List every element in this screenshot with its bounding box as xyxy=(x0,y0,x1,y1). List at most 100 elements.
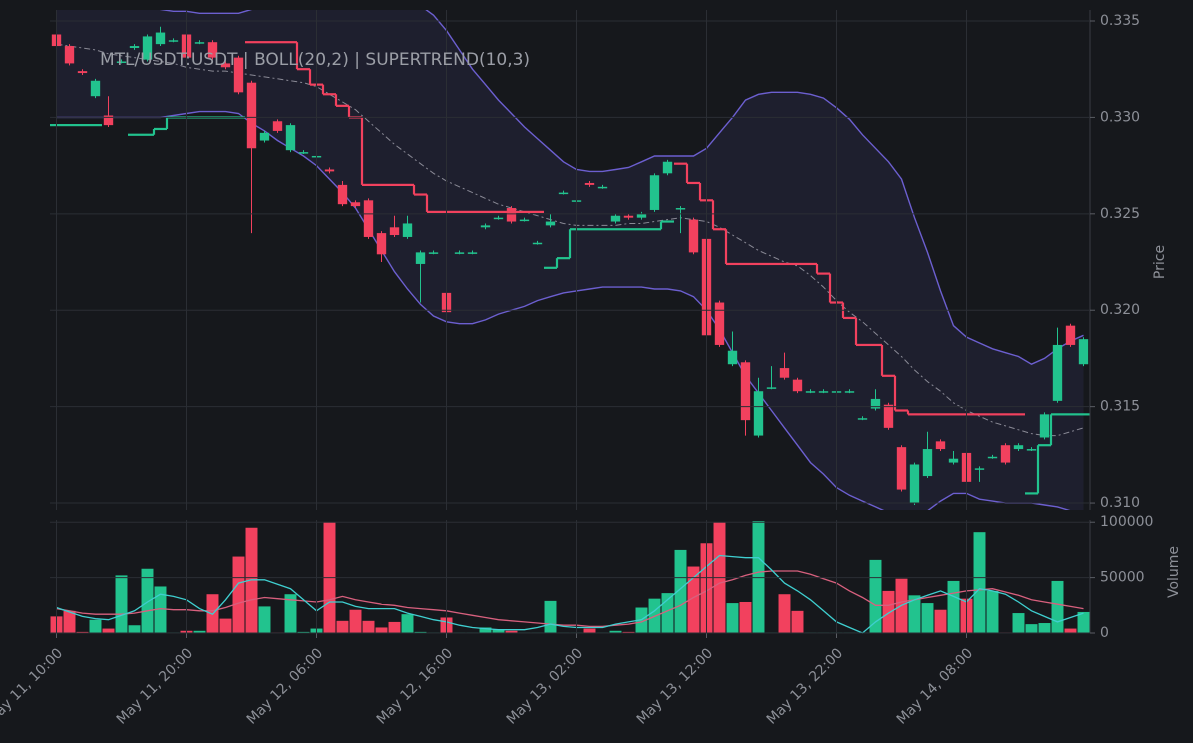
price-panel xyxy=(50,10,1090,510)
volume-bar xyxy=(1051,580,1064,633)
bb-fill xyxy=(56,10,1084,510)
candle-body xyxy=(129,46,140,48)
volume-bar xyxy=(102,628,115,633)
volume-bar xyxy=(362,620,375,633)
volume-bar xyxy=(947,580,960,633)
candle-body xyxy=(766,387,777,389)
candle-body xyxy=(532,242,543,245)
candle-body xyxy=(740,362,751,421)
volume-bar xyxy=(1077,611,1090,633)
candle-body xyxy=(896,447,907,490)
candle-body xyxy=(870,398,881,409)
candle-body xyxy=(974,468,985,470)
candle-body xyxy=(558,192,569,195)
candle-body xyxy=(376,233,387,255)
volume-bar xyxy=(89,619,102,633)
candle-body xyxy=(948,458,959,463)
candle-body xyxy=(792,379,803,392)
volume-bar xyxy=(115,575,128,633)
candle-body xyxy=(64,46,75,64)
candle-body xyxy=(1065,325,1076,345)
y-tick-label: 0.310 xyxy=(1100,495,1140,511)
candle-body xyxy=(779,368,790,378)
volume-bar xyxy=(1064,628,1077,633)
candle-body xyxy=(844,391,855,393)
chart-title: MTL/USDT:USDT | BOLL(20,2) | SUPERTREND(… xyxy=(100,50,530,70)
volume-bar xyxy=(375,627,388,633)
candle-body xyxy=(805,391,816,393)
candle-body xyxy=(168,40,179,42)
x-tick-label: May 12, 06:00 xyxy=(244,645,326,727)
candle-body xyxy=(350,202,361,207)
candle-body xyxy=(324,169,335,172)
plot-layer: May 11, 10:00 May 11, 20:00 May 12, 06:00 M… xyxy=(0,10,1153,728)
candle-body xyxy=(1026,449,1037,451)
volume-bar xyxy=(63,610,76,633)
volume-bar xyxy=(128,625,141,633)
volume-bar xyxy=(973,532,986,633)
candle-body xyxy=(519,219,530,222)
volume-bar xyxy=(414,631,427,633)
candle-body xyxy=(194,42,205,44)
candle-body xyxy=(753,391,764,436)
volume-bar xyxy=(284,594,297,633)
volume-bar xyxy=(791,610,804,633)
volume-bar xyxy=(1012,613,1025,633)
candle-body xyxy=(116,61,127,63)
candle-body xyxy=(922,449,933,477)
y-tick-label: 0.325 xyxy=(1100,206,1140,222)
y-tick-label: 100000 xyxy=(1100,514,1153,530)
volume-bar xyxy=(544,600,557,633)
volume-bar xyxy=(219,618,232,633)
volume-bar xyxy=(882,590,895,633)
candle-body xyxy=(818,391,829,393)
y-tick-label: 0.330 xyxy=(1100,109,1140,125)
x-tick-label: May 13, 22:00 xyxy=(764,645,846,727)
candle-body xyxy=(285,125,296,151)
candle-body xyxy=(298,152,309,154)
candle-body xyxy=(259,132,270,141)
bb-lower xyxy=(56,110,1071,510)
y-axis-label: Price xyxy=(1152,245,1168,279)
y-tick-label: 0.320 xyxy=(1100,302,1140,318)
candle-body xyxy=(337,184,348,205)
volume-bar xyxy=(258,606,271,633)
candle-body xyxy=(402,223,413,237)
candle-body xyxy=(688,219,699,253)
candle-body xyxy=(857,418,868,420)
y-tick-label: 0.315 xyxy=(1100,399,1140,415)
candle-body xyxy=(727,350,738,365)
candle-body xyxy=(272,121,283,131)
candle-body xyxy=(389,227,400,236)
volume-bar xyxy=(232,556,245,633)
candle-body xyxy=(987,456,998,459)
volume-bar xyxy=(479,627,492,633)
volume-bar xyxy=(297,631,310,633)
volume-ma xyxy=(56,554,1084,634)
candle-body xyxy=(649,175,660,210)
candle-body xyxy=(584,182,595,185)
volume-bar xyxy=(908,595,921,633)
candle-body xyxy=(363,200,374,237)
volume-bar xyxy=(349,609,362,633)
volume-bar xyxy=(154,586,167,633)
volume-bar xyxy=(687,566,700,633)
candle-body xyxy=(207,42,218,58)
bb-upper xyxy=(160,10,1084,365)
candle-body xyxy=(1000,445,1011,463)
volume-bar xyxy=(336,620,349,633)
x-tick-label: May 11, 20:00 xyxy=(114,645,196,727)
volume-bar xyxy=(193,630,206,633)
candle-body xyxy=(506,208,517,222)
volume-bar xyxy=(778,594,791,633)
volume-bar xyxy=(609,630,622,633)
candle-body xyxy=(935,441,946,450)
volume-bar xyxy=(492,629,505,633)
bb-middle xyxy=(56,43,1084,437)
y-tick-label: 0 xyxy=(1100,625,1109,641)
volume-bar xyxy=(752,521,765,633)
volume-bar xyxy=(869,559,882,633)
volume-bar xyxy=(622,631,635,633)
